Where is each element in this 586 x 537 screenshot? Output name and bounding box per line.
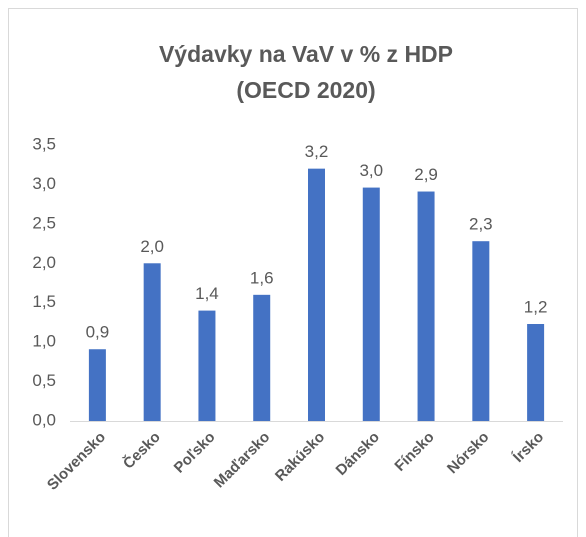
- bar: [362, 187, 380, 421]
- data-label: 3,0: [359, 161, 383, 180]
- data-label: 2,3: [469, 215, 493, 234]
- bar: [143, 263, 161, 421]
- data-label: 1,2: [524, 297, 548, 316]
- bar: [472, 241, 490, 421]
- y-tick-label: 2,0: [32, 253, 56, 272]
- chart-subtitle: (OECD 2020): [236, 77, 375, 103]
- bar: [417, 191, 435, 421]
- bar: [308, 168, 325, 421]
- data-label: 2,9: [414, 165, 438, 184]
- chart-title: Výdavky na VaV v % z HDP: [159, 41, 453, 67]
- y-tick-label: 0,5: [32, 371, 56, 390]
- bar: [253, 294, 271, 421]
- y-tick-label: 3,0: [32, 174, 56, 193]
- data-label: 2,0: [140, 237, 164, 256]
- data-label: 1,6: [250, 268, 274, 287]
- data-label: 3,2: [305, 142, 329, 161]
- data-label: 0,9: [86, 323, 110, 342]
- y-tick-label: 0,0: [32, 410, 56, 429]
- y-tick-label: 1,5: [32, 292, 56, 311]
- bar: [198, 310, 216, 421]
- y-tick-label: 1,0: [32, 332, 56, 351]
- y-tick-label: 3,5: [32, 134, 56, 153]
- bar: [88, 349, 106, 421]
- bar: [527, 324, 545, 421]
- y-tick-label: 2,5: [32, 213, 56, 232]
- data-label: 1,4: [195, 284, 219, 303]
